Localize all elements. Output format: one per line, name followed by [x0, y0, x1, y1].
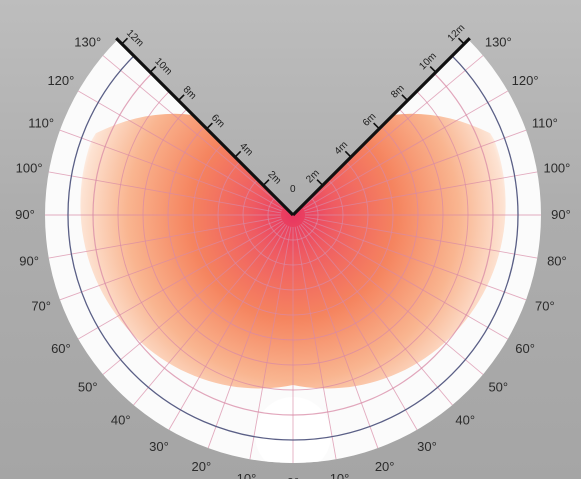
grid-spoke [304, 218, 527, 301]
right-angle-label: 60° [515, 341, 535, 356]
bottom-angle-label: 0° [287, 475, 299, 479]
grid-spoke [78, 90, 283, 210]
arm-tick [149, 65, 157, 73]
arm-tick [373, 122, 380, 130]
arm-tick [206, 122, 213, 130]
right-angle-label: 30° [417, 439, 437, 454]
left-distance-label: 10m [152, 56, 174, 78]
right-angle-label: 100° [543, 160, 570, 175]
grid-spoke [133, 223, 286, 406]
grid-spoke [304, 216, 538, 259]
grid-spoke [207, 226, 290, 449]
left-angle-label: 10° [237, 471, 257, 479]
arm-tick [121, 37, 129, 45]
arm-tick [177, 94, 185, 102]
grid-spoke [294, 226, 337, 460]
grid-spoke [300, 223, 453, 406]
arm-tick [344, 150, 352, 158]
left-distance-label: 8m [181, 84, 199, 102]
grid-spoke [304, 171, 538, 214]
boundary-ring [67, 55, 519, 441]
left-angle-label: 130° [74, 35, 101, 50]
left-distance-label: 2m [265, 169, 283, 187]
left-angle-label: 40° [111, 412, 131, 427]
grid-spoke [296, 226, 379, 449]
grid-spoke [303, 90, 508, 210]
polar-grid [45, 55, 541, 463]
right-angle-label: 80° [547, 254, 567, 269]
left-angle-label: 70° [31, 299, 51, 314]
grid-spoke [102, 222, 285, 375]
right-angle-label: 50° [488, 379, 508, 394]
grid-spoke [59, 129, 282, 212]
left-distance-label: 12m [124, 28, 146, 50]
right-angle-label: 90° [551, 207, 571, 222]
right-distance-label: 12m [446, 22, 468, 44]
grid-spoke [304, 129, 527, 212]
grid-spoke [298, 225, 418, 430]
left-distance-label: 4m [237, 141, 255, 159]
grid-spoke [48, 171, 282, 214]
grid-spoke [301, 55, 484, 208]
right-angle-label: 120° [512, 73, 539, 88]
origin-label: 0 [290, 184, 296, 195]
left-angle-label: 60° [51, 341, 71, 356]
arm-tick [262, 179, 270, 186]
arm-tick [401, 94, 409, 102]
grid-spoke [102, 55, 285, 208]
arm-tick [457, 37, 465, 45]
angle-labels: 130° 120° 110° 100° 90° 90° 70° 60° 50° 40° 30° 20°… [15, 35, 571, 479]
left-angle-label: 120° [47, 73, 74, 88]
left-distance-label: 6m [209, 113, 227, 131]
left-angle-label: 20° [192, 459, 212, 474]
grid-spoke [168, 225, 288, 430]
left-angle-label: 110° [28, 115, 54, 130]
right-distance-label: 10m [417, 51, 439, 73]
left-angle-label: 100° [16, 160, 43, 175]
arm-tick [234, 150, 242, 158]
grid-spoke [48, 216, 282, 259]
arm-tick [316, 179, 324, 186]
arm-tick [429, 65, 437, 73]
grid-spoke [301, 222, 484, 375]
right-angle-label: 110° [532, 115, 558, 130]
grid-spoke [59, 218, 282, 301]
left-angle-label: 90° [19, 254, 39, 269]
left-angle-label: 90° [15, 207, 35, 222]
mount-arms [115, 37, 471, 217]
grid-spoke [249, 226, 292, 460]
grid-spoke [303, 220, 508, 340]
left-angle-label: 30° [149, 439, 169, 454]
grid-spoke [78, 220, 283, 340]
right-angle-label: 40° [455, 412, 475, 427]
right-angle-label: 20° [375, 459, 395, 474]
right-angle-label: 10° [330, 471, 350, 479]
right-angle-label: 130° [485, 35, 512, 50]
right-angle-label: 70° [535, 299, 555, 314]
left-angle-label: 50° [78, 379, 98, 394]
